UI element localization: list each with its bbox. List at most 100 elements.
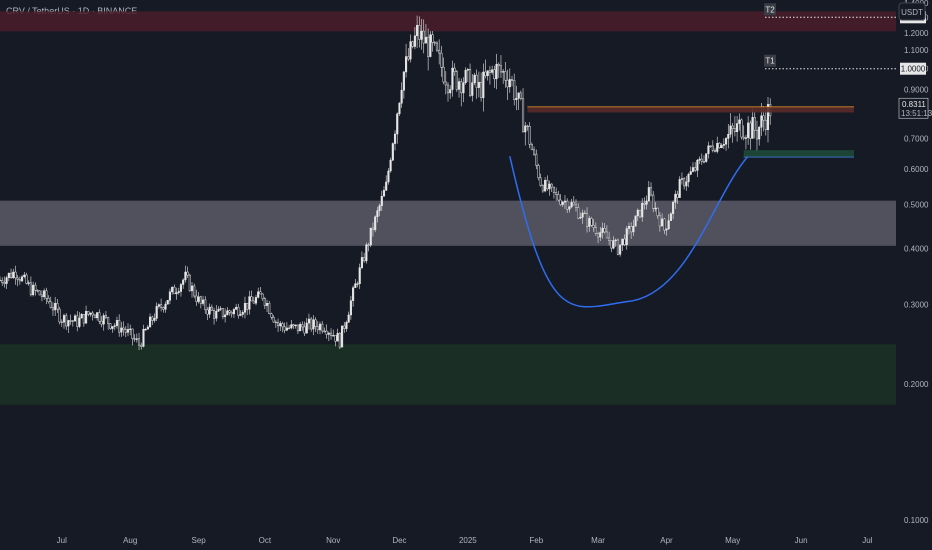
candle-body: [585, 213, 589, 227]
candle-body: [643, 202, 646, 205]
candle-body: [80, 314, 83, 319]
candle-body: [680, 178, 683, 180]
candle-body: [292, 324, 295, 327]
candle-body: [407, 56, 410, 60]
candle-body: [336, 332, 339, 342]
candle-body: [89, 312, 92, 315]
candle-body: [98, 312, 101, 322]
candle-body: [451, 67, 454, 90]
candle-body: [347, 314, 350, 323]
candle-body: [484, 71, 487, 76]
candle-body: [7, 272, 10, 278]
candle-body: [115, 320, 119, 326]
candle-body: [694, 167, 697, 171]
candle-body: [237, 306, 240, 316]
candle-body: [365, 244, 368, 262]
candle-body: [27, 282, 30, 284]
candle-body: [43, 290, 46, 298]
candle-body: [135, 338, 138, 340]
candle-body: [449, 89, 452, 94]
candle-body: [166, 299, 169, 305]
candle-body: [358, 267, 361, 284]
candle-body: [444, 81, 447, 86]
candle-body: [96, 312, 99, 319]
candle-body: [85, 311, 88, 324]
candle-body: [438, 49, 441, 54]
candle-body: [93, 314, 96, 319]
candle-body: [722, 143, 725, 146]
x-tick-label: Jul: [57, 536, 67, 545]
candle-body: [274, 321, 277, 324]
candle-body: [552, 186, 555, 193]
candle-body: [405, 56, 408, 73]
candle-body: [630, 226, 633, 233]
candle-body: [462, 82, 465, 94]
candle-body: [307, 318, 311, 324]
candle-body: [559, 199, 562, 205]
candle-body: [674, 193, 677, 203]
x-tick-label: Dec: [392, 536, 406, 545]
candle-body: [751, 117, 754, 139]
candle-body: [122, 327, 125, 330]
green-support-zone: [0, 344, 896, 405]
candle-body: [610, 240, 613, 249]
candle-body: [389, 159, 392, 172]
candle-body: [367, 244, 370, 246]
candle-body: [341, 325, 344, 348]
candle-body: [665, 228, 668, 231]
candle-body: [162, 307, 165, 310]
candle-body: [9, 272, 13, 279]
candle-body: [555, 192, 558, 195]
candle-body: [184, 271, 187, 281]
candle-body: [506, 79, 509, 88]
zones-layer: [0, 11, 896, 405]
candle-body: [738, 119, 741, 124]
candle-body: [411, 41, 414, 47]
candle-body: [62, 315, 66, 323]
candle-body: [182, 279, 185, 285]
candles-layer: [0, 15, 772, 351]
candle-body: [493, 69, 496, 80]
x-tick-label: Aug: [123, 536, 137, 545]
candle-body: [58, 308, 61, 323]
candle-body: [261, 293, 264, 299]
candle-body: [281, 323, 284, 328]
candle-body: [499, 65, 503, 73]
candle-body: [243, 303, 247, 313]
candle-body: [325, 330, 328, 335]
candle-body: [51, 307, 55, 311]
x-tick-label: Nov: [326, 536, 340, 545]
candle-body: [687, 174, 690, 183]
candle-body: [652, 194, 655, 209]
candle-body: [541, 185, 544, 192]
candle-body: [21, 276, 24, 282]
candle-body: [517, 92, 520, 99]
candle-body: [151, 316, 154, 321]
target-price-badge: [900, 62, 926, 75]
candle-body: [268, 303, 271, 315]
candle-body: [420, 30, 423, 40]
candle-body: [400, 89, 403, 104]
candle-body: [133, 338, 136, 340]
candle-body: [672, 201, 675, 214]
candle-body: [113, 325, 116, 327]
candle-body: [471, 82, 474, 96]
candle-body: [590, 218, 593, 226]
candle-body: [296, 324, 299, 332]
candle-body: [469, 68, 472, 96]
candle-body: [583, 212, 586, 215]
currency-button-label[interactable]: USDT: [901, 8, 923, 17]
candle-body: [153, 318, 156, 321]
candle-body: [102, 315, 105, 325]
candle-body: [519, 92, 522, 99]
candle-body: [186, 271, 189, 276]
currency-button[interactable]: USDT: [898, 2, 926, 21]
candle-body: [709, 145, 712, 147]
candle-body: [488, 70, 491, 73]
candle-body: [199, 296, 202, 304]
candle-body: [230, 312, 233, 315]
candle-body: [60, 321, 63, 324]
candle-body: [387, 170, 390, 183]
candle-body: [435, 42, 439, 51]
